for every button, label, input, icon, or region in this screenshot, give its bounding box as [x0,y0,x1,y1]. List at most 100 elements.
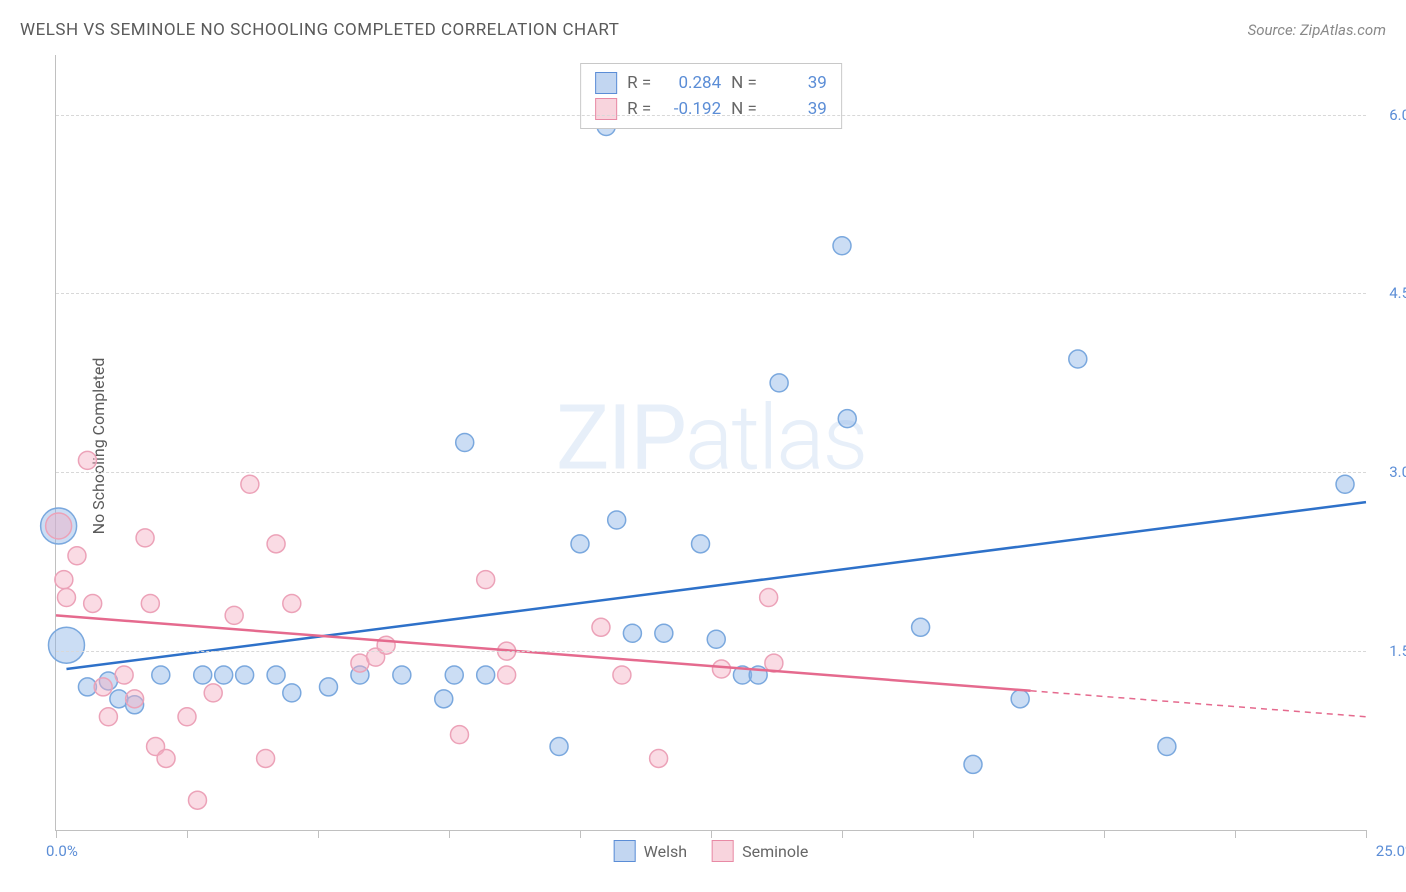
data-point [608,511,626,529]
data-point [707,630,725,648]
data-point [267,666,285,684]
x-tick [1104,830,1105,838]
x-max-label: 25.0% [1376,842,1406,860]
x-tick [187,830,188,838]
legend-seminole-label: Seminole [742,842,808,861]
data-point [833,237,851,255]
data-point [115,666,133,684]
chart-container: WELSH VS SEMINOLE NO SCHOOLING COMPLETED… [0,0,1406,892]
gridline [56,115,1366,116]
x-origin-label: 0.0% [46,842,78,860]
data-point [194,666,212,684]
chart-title: WELSH VS SEMINOLE NO SCHOOLING COMPLETED… [20,20,619,40]
y-tick-label: 6.0% [1371,106,1406,124]
data-point [592,618,610,636]
welsh-swatch-icon [614,840,636,862]
seminole-swatch-icon [712,840,734,862]
data-point [435,690,453,708]
data-point [283,594,301,612]
data-point [477,571,495,589]
data-point [692,535,710,553]
y-tick-label: 1.5% [1371,642,1406,660]
data-point [57,589,75,607]
seminole-n-value: 39 [767,99,827,119]
data-point [550,738,568,756]
n-label: N = [731,73,757,93]
trend-line-extrapolated [1031,691,1366,717]
data-point [236,666,254,684]
data-point [215,666,233,684]
gridline [56,651,1366,652]
x-tick [56,830,57,838]
data-point [55,571,73,589]
legend-item-seminole: Seminole [712,840,808,862]
seminole-swatch-icon [595,98,617,120]
plot-area: ZIPatlas R = 0.284 N = 39 R = -0.192 N =… [55,55,1366,831]
stats-legend-box: R = 0.284 N = 39 R = -0.192 N = 39 [580,63,842,129]
welsh-r-value: 0.284 [661,73,721,93]
data-point [393,666,411,684]
x-tick [1366,830,1367,838]
data-point [623,624,641,642]
legend-item-welsh: Welsh [614,840,687,862]
bottom-legend: Welsh Seminole [614,840,809,862]
n-label: N = [731,99,757,119]
data-point [283,684,301,702]
gridline [56,293,1366,294]
data-point [178,708,196,726]
data-point [1336,475,1354,493]
r-label: R = [627,73,651,93]
stats-row-seminole: R = -0.192 N = 39 [595,96,827,122]
data-point [136,529,154,547]
data-point [126,690,144,708]
stats-row-welsh: R = 0.284 N = 39 [595,70,827,96]
data-point [770,374,788,392]
x-tick [318,830,319,838]
data-point [141,594,159,612]
y-tick-label: 4.5% [1371,284,1406,302]
data-point [99,708,117,726]
data-point [655,624,673,642]
data-point [94,678,112,696]
r-label: R = [627,99,651,119]
data-point [838,410,856,428]
data-point [912,618,930,636]
data-point [319,678,337,696]
data-point [964,755,982,773]
data-point [760,589,778,607]
x-tick [1235,830,1236,838]
welsh-n-value: 39 [767,73,827,93]
welsh-swatch-icon [595,72,617,94]
gridline [56,472,1366,473]
data-point [613,666,631,684]
x-tick [711,830,712,838]
legend-welsh-label: Welsh [644,842,687,861]
data-point [152,666,170,684]
header: WELSH VS SEMINOLE NO SCHOOLING COMPLETED… [20,20,1386,40]
data-point [1158,738,1176,756]
data-point [204,684,222,702]
data-point [225,606,243,624]
data-point [48,627,84,663]
data-point [456,434,474,452]
scatter-svg [56,55,1366,830]
x-tick [842,830,843,838]
data-point [477,666,495,684]
data-point [1011,690,1029,708]
y-tick-label: 3.0% [1371,463,1406,481]
data-point [157,749,175,767]
data-point [257,749,275,767]
data-point [68,547,86,565]
data-point [267,535,285,553]
data-point [450,726,468,744]
data-point [712,660,730,678]
x-tick [580,830,581,838]
seminole-r-value: -0.192 [661,99,721,119]
data-point [445,666,463,684]
data-point [498,666,516,684]
data-point [78,451,96,469]
data-point [650,749,668,767]
x-tick [449,830,450,838]
source-attribution: Source: ZipAtlas.com [1248,21,1386,39]
data-point [571,535,589,553]
